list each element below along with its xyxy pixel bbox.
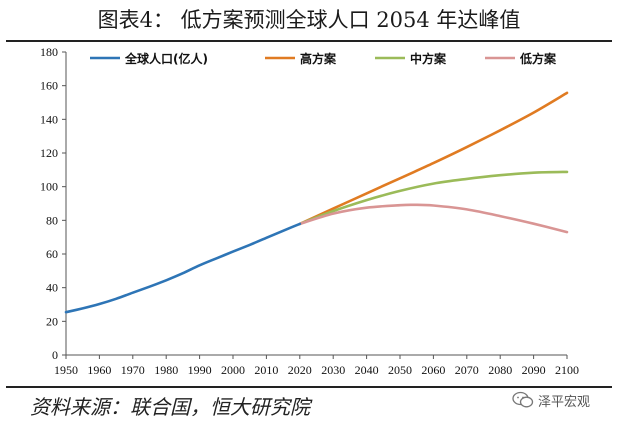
top-rule [6, 40, 612, 42]
y-tick-label: 60 [46, 247, 58, 261]
y-tick-label: 20 [46, 314, 58, 328]
y-tick-label: 160 [40, 79, 58, 93]
legend-label-total: 全球人口(亿人) [124, 51, 208, 66]
y-tick-label: 40 [46, 281, 58, 295]
y-tick-label: 140 [40, 112, 58, 126]
series-line-total [64, 222, 302, 314]
watermark-text: 泽平宏观 [538, 394, 591, 410]
legend: 全球人口(亿人) 高方案 中方案 低方案 [90, 51, 557, 66]
x-tick-label: 2030 [321, 363, 345, 377]
legend-label-high: 高方案 [300, 51, 337, 66]
x-tick-label: 1960 [87, 363, 111, 377]
x-tick-label: 2020 [288, 363, 312, 377]
source-note: 资料来源：联合国，恒大研究院 [30, 395, 310, 419]
series-line-medium [298, 170, 569, 226]
x-tick-label: 2100 [555, 363, 579, 377]
legend-label-low: 低方案 [519, 51, 557, 66]
x-tick-label: 1970 [121, 363, 145, 377]
x-tick-label: 1980 [154, 363, 178, 377]
series-line-low [298, 203, 569, 234]
watermark: 泽平宏观 [512, 389, 590, 411]
bottom-rule [6, 386, 612, 388]
wechat-icon [512, 391, 534, 408]
legend-label-medium: 中方案 [410, 51, 447, 66]
x-tick-label: 1990 [188, 363, 212, 377]
series-lines [64, 91, 569, 314]
x-tick-label: 2090 [522, 363, 546, 377]
x-tick-label: 2040 [355, 363, 379, 377]
y-tick-label: 100 [40, 180, 58, 194]
x-tick-label: 2050 [388, 363, 412, 377]
x-tick-label: 2080 [488, 363, 512, 377]
series-line-high [298, 91, 569, 226]
x-tick-label: 2070 [455, 363, 479, 377]
y-tick-label: 180 [40, 45, 58, 59]
y-tick-label: 80 [46, 213, 58, 227]
x-tick-label: 2060 [421, 363, 445, 377]
y-tick-label: 0 [52, 348, 58, 362]
x-tick-label: 2010 [254, 363, 278, 377]
chart-title: 图表4： 低方案预测全球人口 2054 年达峰值 [97, 8, 521, 32]
y-tick-label: 120 [40, 146, 58, 160]
x-tick-label: 1950 [54, 363, 78, 377]
x-tick-label: 2000 [221, 363, 245, 377]
